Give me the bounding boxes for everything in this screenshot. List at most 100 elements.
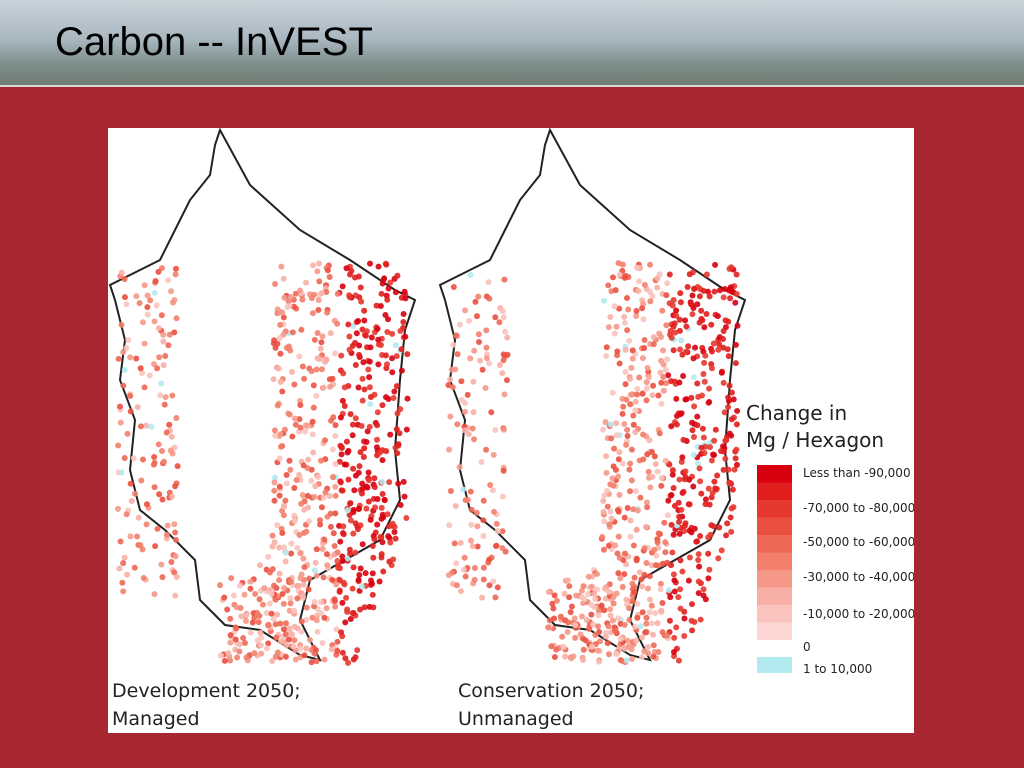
- map-hexagon: [605, 282, 612, 289]
- map-hexagon: [314, 628, 321, 635]
- map-hexagon: [708, 321, 715, 328]
- map-hexagon: [272, 281, 279, 288]
- map-hexagon: [131, 564, 138, 571]
- map-hexagon: [367, 516, 374, 523]
- map-hexagon: [280, 512, 287, 519]
- map-hexagon: [626, 337, 633, 344]
- map-hexagon: [338, 487, 345, 494]
- map-hexagon: [363, 505, 370, 512]
- map-hexagon: [583, 617, 590, 624]
- map-hexagon: [168, 288, 175, 295]
- map-hexagon: [373, 444, 380, 451]
- map-hexagon: [621, 313, 628, 320]
- map-hexagon: [158, 380, 165, 387]
- map-hexagon: [643, 523, 650, 530]
- map-hexagon: [319, 333, 326, 340]
- map-hexagon: [688, 617, 695, 624]
- map-hexagon: [337, 538, 344, 545]
- map-hexagon: [664, 512, 671, 519]
- map-hexagon: [361, 317, 368, 324]
- map-hexagon: [710, 340, 717, 347]
- map-hexagon: [281, 503, 288, 510]
- map-hexagon: [486, 556, 493, 563]
- map-hexagon: [733, 290, 740, 297]
- map-hexagon: [269, 543, 276, 550]
- map-hexagon: [162, 394, 169, 401]
- map-hexagon: [490, 451, 497, 458]
- map-hexagon: [700, 434, 707, 441]
- map-hexagon: [168, 559, 175, 566]
- map-hexagon: [682, 396, 689, 403]
- map-hexagon: [377, 534, 384, 541]
- map-hexagon: [725, 466, 732, 473]
- map-hexagon: [380, 568, 387, 575]
- map-hexagon: [270, 582, 277, 589]
- map-hexagon: [310, 449, 317, 456]
- map-hexagon: [644, 451, 651, 458]
- map-hexagon: [594, 571, 601, 578]
- map-hexagon: [677, 290, 684, 297]
- map-hexagon: [370, 604, 377, 611]
- map-hexagon: [344, 555, 351, 562]
- map-hexagon: [469, 543, 476, 550]
- map-hexagon: [385, 316, 392, 323]
- map-hexagon: [620, 403, 627, 410]
- map-hexagon: [617, 657, 624, 664]
- map-hexagon: [390, 394, 397, 401]
- map-hexagon: [630, 542, 637, 549]
- map-hexagon: [564, 577, 571, 584]
- map-hexagon: [389, 369, 396, 376]
- map-hexagon: [293, 476, 300, 483]
- map-hexagon: [378, 554, 385, 561]
- map-hexagon: [305, 504, 312, 511]
- map-hexagon: [483, 327, 490, 334]
- map-hexagon: [665, 586, 672, 593]
- map-hexagon: [270, 615, 277, 622]
- map-hexagon: [492, 426, 499, 433]
- map-hexagon: [117, 419, 124, 426]
- map-hexagon: [162, 353, 169, 360]
- map-hexagon: [280, 331, 287, 338]
- map-hexagon: [296, 287, 303, 294]
- map-hexagon: [172, 529, 179, 536]
- map-hexagon: [696, 563, 703, 570]
- map-hexagon: [650, 334, 657, 341]
- map-hexagon: [492, 314, 499, 321]
- map-hexagon: [265, 622, 272, 629]
- map-hexagon: [453, 560, 460, 567]
- map-hexagon: [334, 558, 341, 565]
- map-hexagon: [666, 271, 673, 278]
- map-hexagon: [731, 466, 738, 473]
- map-hexagon: [158, 312, 165, 319]
- map-hexagon: [502, 548, 509, 555]
- map-hexagon: [720, 443, 727, 450]
- map-hexagon: [274, 522, 281, 529]
- map-hexagon: [366, 358, 373, 365]
- map-hexagon: [292, 290, 299, 297]
- legend-swatch: [757, 482, 792, 500]
- map-hexagon: [573, 592, 580, 599]
- map-hexagon: [703, 310, 710, 317]
- map-hexagon: [624, 426, 631, 433]
- map-hexagon: [313, 392, 320, 399]
- map-hexagon: [582, 637, 589, 644]
- map-hexagon: [352, 415, 359, 422]
- map-hexagon: [232, 636, 239, 643]
- map-hexagon: [355, 318, 362, 325]
- map-hexagon: [615, 615, 622, 622]
- map-hexagon: [641, 571, 648, 578]
- map-hexagon: [728, 528, 735, 535]
- map-hexagon: [315, 260, 322, 267]
- map-hexagon: [332, 483, 339, 490]
- map-hexagon: [332, 422, 339, 429]
- map-hexagon: [254, 637, 261, 644]
- map-hexagon: [263, 645, 270, 652]
- map-hexagon: [720, 344, 727, 351]
- map-hexagon: [624, 433, 631, 440]
- map-hexagon: [167, 447, 174, 454]
- map-hexagon: [303, 279, 310, 286]
- map-hexagon: [249, 619, 256, 626]
- map-hexagon: [638, 576, 645, 583]
- map-hexagon: [115, 442, 122, 449]
- map-hexagon: [365, 498, 372, 505]
